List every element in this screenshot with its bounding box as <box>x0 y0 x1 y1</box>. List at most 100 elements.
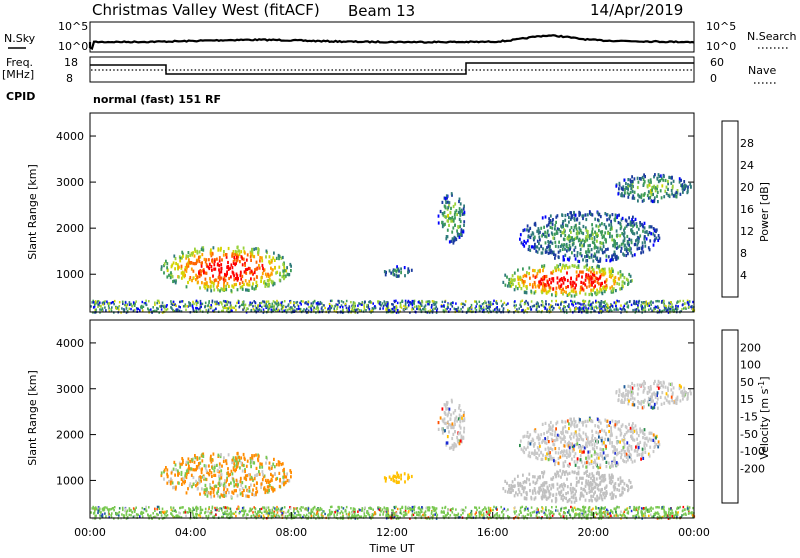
power-cell-2714 <box>685 308 687 310</box>
power-cell-1469 <box>567 237 569 240</box>
power-cell-3140 <box>591 307 593 309</box>
velocity-cell-792 <box>573 494 575 497</box>
power-cell-2855 <box>491 303 493 305</box>
power-cell-1894 <box>284 300 286 302</box>
power-cell-342 <box>268 283 270 286</box>
velocity-cell-1363 <box>551 457 553 460</box>
power-cell-32 <box>274 259 276 262</box>
power-cell-2252 <box>313 309 315 311</box>
power-cell-1388 <box>602 242 604 245</box>
velocity-cell-82 <box>219 466 221 469</box>
velocity-cell-990 <box>542 454 544 457</box>
velocity-cell-1286 <box>575 452 577 455</box>
velocity-cell-1693 <box>682 397 684 400</box>
power-cell-2953 <box>432 300 434 302</box>
velocity-cell-528 <box>461 417 463 420</box>
velocity-cell-1517 <box>626 426 628 429</box>
power-cell-347 <box>189 276 191 279</box>
velocity-cell-1641 <box>689 389 691 392</box>
velocity-cell-159 <box>228 483 230 486</box>
velocity-cell-981 <box>588 484 590 487</box>
velocity-cell-1392 <box>571 443 573 446</box>
velocity-cell-311 <box>210 459 212 462</box>
velocity-cell-1097 <box>564 454 566 457</box>
power-cell-958 <box>532 274 534 277</box>
power-cell-1335 <box>616 234 618 237</box>
power-cell-622 <box>557 276 559 279</box>
velocity-cell-1351 <box>548 458 550 461</box>
power-cell-140 <box>178 275 180 278</box>
power-cell-2698 <box>541 304 543 306</box>
power-cell-544 <box>447 214 449 217</box>
power-cell-898 <box>574 286 576 289</box>
velocity-cell-349 <box>207 491 209 494</box>
power-cell-836 <box>580 281 582 284</box>
power-cell-57 <box>213 263 215 266</box>
power-cell-916 <box>597 264 599 267</box>
velocity-cell-358 <box>250 465 252 468</box>
power-cell-1541 <box>591 230 593 233</box>
power-cell-536 <box>452 226 454 229</box>
power-cell-311 <box>210 252 212 255</box>
power-cell-1248 <box>532 232 534 235</box>
power-cell-398 <box>235 277 237 280</box>
velocity-cell-1578 <box>638 387 640 390</box>
velocity-cell-1009 <box>554 434 556 437</box>
power-cell-130 <box>253 278 255 281</box>
power-cell-2759 <box>345 303 347 305</box>
power-cell-933 <box>582 287 584 290</box>
velocity-cell-655 <box>576 477 578 480</box>
velocity-cell-1732 <box>622 395 624 398</box>
velocity-cell-1636 <box>641 400 643 403</box>
velocity-cell-737 <box>549 484 551 487</box>
power-cell-1603 <box>633 197 635 200</box>
power-cell-213 <box>208 267 210 270</box>
power-cell-2732 <box>113 303 115 305</box>
power-cell-1086 <box>520 233 522 236</box>
power-cell-720 <box>585 273 587 276</box>
power-cell-2207 <box>502 303 504 305</box>
power-cell-2861 <box>615 301 617 303</box>
velocity-cell-232 <box>163 478 165 481</box>
velocity-cell-141 <box>221 483 223 486</box>
velocity-cell-1170 <box>580 454 582 457</box>
velocity-cell-1620 <box>690 392 692 395</box>
power-cell-1377 <box>649 248 651 251</box>
power-cell-2440 <box>251 302 253 304</box>
velocity-cell-1704 <box>637 406 639 409</box>
velocity-cell-571 <box>447 441 449 444</box>
velocity-cell-284 <box>194 461 196 464</box>
power-cell-1300 <box>659 237 661 240</box>
velocity-cell-852 <box>582 488 584 491</box>
power-cell-2896 <box>400 304 402 306</box>
velocity-cell-1277 <box>558 462 560 465</box>
velocity-cell-429 <box>227 488 229 491</box>
power-cell-277 <box>181 265 183 268</box>
velocity-cell-1347 <box>597 466 599 469</box>
power-cell-1330 <box>549 251 551 254</box>
velocity-cell-1707 <box>637 393 639 396</box>
power-cell-38 <box>217 288 219 291</box>
power-cell-728 <box>506 276 508 279</box>
power-cell-737 <box>549 278 551 281</box>
power-cell-1122 <box>573 229 575 232</box>
velocity-cell-953 <box>526 477 528 480</box>
velocity-cell-1198 <box>639 430 641 433</box>
power-cell-432 <box>284 269 286 272</box>
velocity-cell-882 <box>570 487 572 490</box>
power-cell-2477 <box>479 301 481 303</box>
velocity-cell-1323 <box>582 465 584 468</box>
velocity-cell-582 <box>459 442 461 445</box>
velocity-cell-973 <box>543 488 545 491</box>
velocity-cell-1387 <box>637 454 639 457</box>
power-cell-723 <box>587 274 589 277</box>
velocity-cell-3 <box>252 488 254 491</box>
velocity-cell-1544 <box>614 449 616 452</box>
power-cell-1549 <box>542 216 544 219</box>
velocity-cell-1169 <box>575 464 577 467</box>
velocity-cell-355 <box>271 478 273 481</box>
velocity-cell-751 <box>552 476 554 479</box>
velocity-cell-217 <box>211 471 213 474</box>
power-cell-455 <box>202 249 204 252</box>
velocity-cell-313 <box>245 494 247 497</box>
